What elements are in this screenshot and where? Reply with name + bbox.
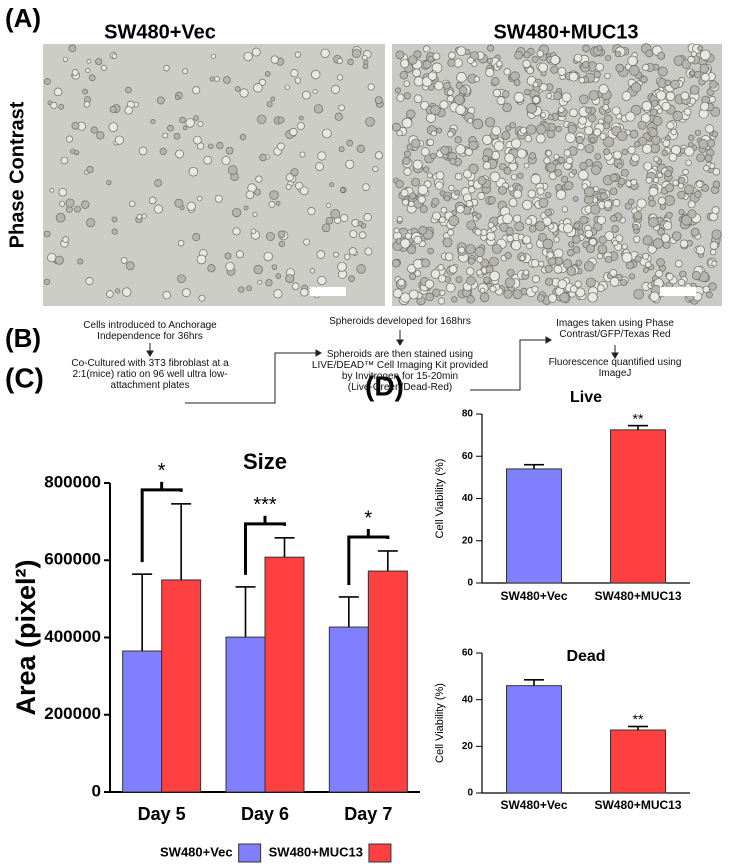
y-tick-label: 80 bbox=[462, 409, 474, 420]
bar bbox=[122, 650, 163, 793]
significance-label: ** bbox=[633, 410, 644, 426]
bar bbox=[506, 685, 562, 794]
significance-label: *** bbox=[253, 494, 277, 516]
bar bbox=[610, 429, 666, 584]
flow-text-line: Spheroids developed for 168hrs bbox=[329, 316, 471, 327]
legend-label: SW480+MUC13 bbox=[269, 844, 363, 859]
error-bar bbox=[171, 503, 192, 580]
micrograph bbox=[391, 43, 722, 306]
bar bbox=[161, 579, 202, 793]
flow-text-line: attachment plates bbox=[110, 380, 190, 391]
flow-text-line: Contrast/GFP/Texas Red bbox=[559, 329, 671, 340]
y-tick-label: 800000 bbox=[44, 472, 101, 491]
x-tick-label: SW480+MUC13 bbox=[594, 589, 681, 603]
bar bbox=[506, 468, 562, 584]
micrograph bbox=[43, 44, 385, 306]
bar bbox=[225, 636, 266, 793]
row-label: Phase Contrast bbox=[6, 101, 28, 248]
y-tick-label: 60 bbox=[462, 451, 474, 462]
y-tick-label: 0 bbox=[467, 788, 473, 799]
legend-swatch bbox=[238, 843, 262, 863]
flow-step: Spheroids are then stained using LIVE/DEA… bbox=[300, 349, 500, 393]
y-tick-label: 40 bbox=[462, 694, 474, 705]
flow-step: Spheroids developed for 168hrs bbox=[300, 316, 500, 327]
flow-text-line: Images taken using Phase bbox=[556, 318, 674, 329]
legend-label: SW480+Vec bbox=[160, 844, 233, 859]
x-tick-label: SW480+MUC13 bbox=[594, 798, 681, 812]
significance-label: * bbox=[364, 507, 372, 529]
bar bbox=[610, 729, 666, 794]
bar bbox=[328, 626, 369, 793]
chart-title: Dead bbox=[566, 648, 605, 665]
panel-label: (D) bbox=[365, 370, 404, 401]
y-tick-label: 60 bbox=[462, 648, 474, 659]
panel-label: (C) bbox=[5, 362, 44, 393]
flow-text-line: 2:1(mice) ratio on 96 well ultra low- bbox=[72, 369, 228, 380]
y-axis-label: Cell Viability (%) bbox=[434, 683, 446, 763]
panel-label: (A) bbox=[5, 3, 41, 33]
x-tick-label: SW480+Vec bbox=[500, 589, 567, 603]
bar bbox=[264, 556, 305, 793]
significance-label: ** bbox=[633, 711, 644, 727]
flow-text-line: Spheroids are then stained using bbox=[326, 349, 474, 360]
y-tick-label: 0 bbox=[467, 578, 473, 589]
flow-text-line: (Live-Green/Dead-Red) bbox=[347, 382, 453, 393]
error-bar bbox=[338, 596, 359, 628]
error-bar bbox=[377, 550, 398, 572]
flow-step: Cells introduced to Anchorage Independenc… bbox=[60, 320, 240, 342]
flow-text-line: LIVE/DEAD™ Cell Imaging Kit provided bbox=[311, 360, 489, 371]
flow-text-line: Independence for 36hrs bbox=[97, 331, 203, 342]
panel-label: (B) bbox=[5, 323, 41, 353]
flow-step: Co-Cultured with 3T3 fibroblast at a 2:1(… bbox=[55, 358, 245, 391]
bar bbox=[367, 570, 408, 793]
x-tick-label: Day 7 bbox=[344, 804, 392, 824]
y-tick-label: 0 bbox=[92, 781, 101, 800]
flow-connectors bbox=[146, 330, 619, 404]
x-tick-label: Day 6 bbox=[241, 804, 289, 824]
chart-title: Size bbox=[243, 449, 287, 474]
y-tick-label: 400000 bbox=[44, 627, 101, 646]
error-bar bbox=[274, 537, 295, 558]
x-tick-label: Day 5 bbox=[138, 804, 186, 824]
flow-step: Fluorescence quantified using ImageJ bbox=[530, 357, 700, 379]
flow-text-line: Co-Cultured with 3T3 fibroblast at a bbox=[71, 358, 229, 369]
error-bar bbox=[628, 424, 648, 430]
legend-swatch bbox=[368, 843, 392, 863]
chart-title: Live bbox=[570, 389, 602, 406]
significance-bracket bbox=[140, 488, 183, 563]
x-tick-label: SW480+Vec bbox=[500, 798, 567, 812]
flow-text-line: Cells introduced to Anchorage bbox=[83, 320, 217, 331]
y-tick-label: 40 bbox=[462, 493, 474, 504]
significance-label: * bbox=[158, 460, 166, 482]
error-bar bbox=[132, 573, 153, 652]
y-tick-label: 20 bbox=[462, 741, 474, 752]
image-title: SW480+Vec bbox=[104, 21, 216, 43]
y-axis-label: Area (pixel²) bbox=[11, 559, 41, 715]
y-tick-label: 600000 bbox=[44, 550, 101, 569]
error-bar bbox=[628, 725, 648, 730]
error-bar bbox=[524, 679, 544, 686]
flow-step: Images taken using Phase Contrast/GFP/Tex… bbox=[530, 318, 700, 340]
error-bar bbox=[235, 586, 256, 638]
error-bar bbox=[524, 463, 544, 469]
flow-text-line: Fluorescence quantified using bbox=[548, 357, 682, 368]
flow-text-line: by Invitrogen for 15-20min bbox=[341, 371, 459, 382]
y-tick-label: 200000 bbox=[44, 704, 101, 723]
flow-text-line: ImageJ bbox=[598, 368, 632, 379]
y-tick-label: 20 bbox=[462, 535, 474, 546]
image-title: SW480+MUC13 bbox=[493, 21, 638, 43]
y-axis-label: Cell Viability (%) bbox=[434, 459, 446, 539]
